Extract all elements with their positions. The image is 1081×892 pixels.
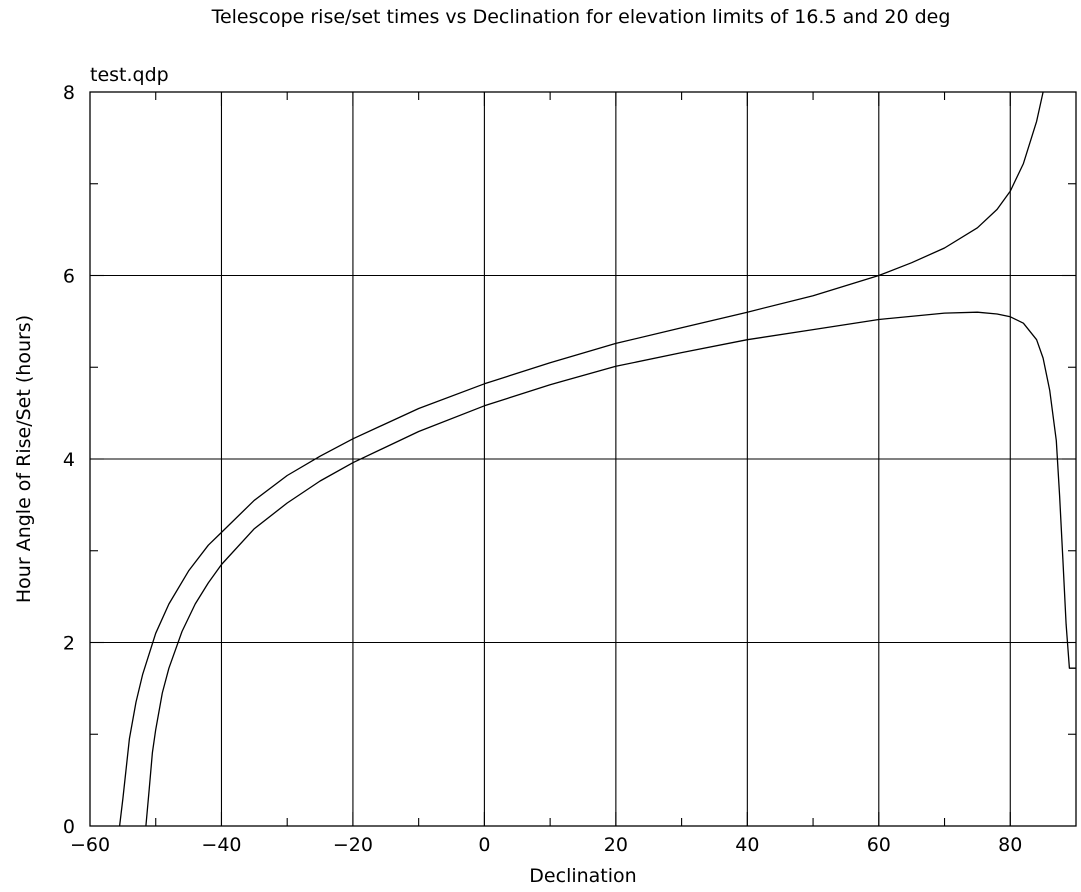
x-tick-label: 60: [867, 834, 891, 856]
y-tick-label: 6: [63, 266, 75, 288]
x-tick-label: −40: [201, 834, 241, 856]
axis-ticks: −60 −40 −20 0 20 40 60 80 0 2 4 6 8: [63, 82, 1076, 856]
grid: [90, 92, 1076, 826]
x-tick-label: −60: [70, 834, 110, 856]
plot-file-label: test.qdp: [90, 64, 169, 86]
x-axis-label: Declination: [529, 865, 636, 887]
x-tick-label: 0: [478, 834, 490, 856]
x-tick-label: 40: [735, 834, 759, 856]
series-group: [118, 91, 1076, 827]
y-tick-label: 2: [63, 633, 75, 655]
x-tick-label: −20: [333, 834, 373, 856]
x-tick-label: 80: [998, 834, 1022, 856]
y-tick-label: 0: [63, 816, 75, 838]
x-tick-label: 20: [604, 834, 628, 856]
plot-frame: [89, 91, 1077, 827]
y-tick-label: 8: [63, 82, 75, 104]
y-tick-label: 4: [63, 449, 75, 471]
series-line-1: [118, 91, 1044, 827]
chart-title: Telescope rise/set times vs Declination …: [211, 6, 951, 28]
series-line-2: [145, 311, 1076, 827]
y-axis-label: Hour Angle of Rise/Set (hours): [13, 315, 35, 603]
